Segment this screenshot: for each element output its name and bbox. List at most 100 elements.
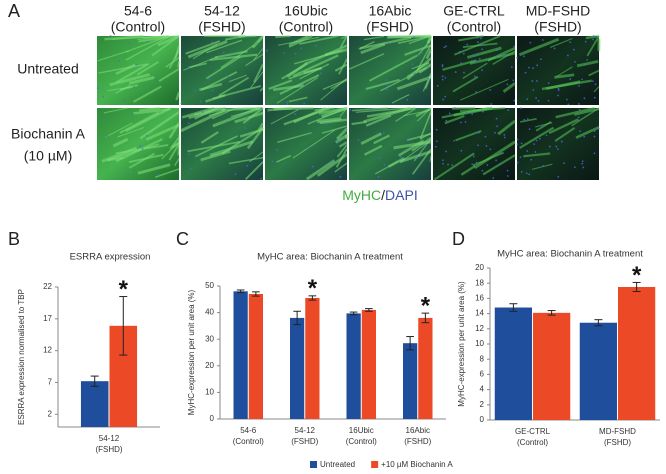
y-axis-label: MyHC-expression per unit area (%) [187, 289, 196, 415]
nucleus [485, 145, 488, 147]
nucleus [495, 159, 498, 162]
myotube [268, 79, 293, 90]
column-header: (Control) [279, 19, 333, 35]
nucleus [492, 177, 495, 179]
nucleus [445, 45, 447, 48]
nucleus [499, 151, 502, 154]
myotube [335, 148, 348, 168]
column-header: 54-12 [204, 3, 240, 19]
nucleus [538, 137, 541, 140]
myotube [177, 61, 180, 68]
myotube [487, 46, 516, 62]
myotube [585, 34, 600, 40]
nucleus [246, 164, 249, 167]
nucleus [303, 102, 306, 105]
myotube [115, 84, 131, 94]
nucleus [208, 78, 211, 81]
nucleus [499, 163, 502, 165]
nucleus [597, 127, 600, 130]
myotube [253, 48, 264, 61]
nucleus [532, 67, 535, 70]
bar [361, 309, 377, 419]
error-bar [293, 310, 301, 326]
column-header: (Control) [111, 19, 165, 35]
nucleus [211, 89, 214, 92]
significance-star: * [308, 275, 318, 302]
nucleus [293, 113, 296, 115]
nucleus [535, 139, 538, 142]
myotube [573, 107, 600, 116]
micrograph [516, 34, 601, 106]
y-tick-label: 30 [205, 334, 214, 343]
myotube [459, 107, 505, 113]
legend-label: Untreated [320, 460, 355, 469]
myotube [286, 62, 308, 78]
nucleus [188, 122, 190, 125]
bar [289, 317, 305, 419]
nucleus [442, 98, 445, 101]
y-tick-label: 22 [43, 282, 52, 291]
myotube [128, 152, 155, 169]
myotube [391, 93, 410, 104]
nucleus [563, 162, 565, 165]
nucleus [369, 108, 372, 111]
myotube [455, 130, 482, 142]
nucleus [516, 143, 519, 146]
nucleus [132, 113, 135, 116]
nucleus [102, 95, 105, 98]
error-bar [90, 375, 99, 387]
myotube [338, 141, 348, 148]
significance-star: * [119, 276, 129, 303]
nucleus [339, 176, 342, 178]
nucleus [503, 133, 506, 136]
myotube [535, 122, 553, 128]
micrograph-bg [97, 108, 179, 180]
nucleus [577, 103, 580, 105]
myotube [518, 37, 560, 57]
y-tick-label: 10 [475, 339, 484, 348]
nucleus [592, 38, 594, 41]
nucleus [522, 55, 525, 58]
nucleus [460, 62, 463, 65]
nucleus [464, 121, 467, 123]
micrograph [97, 106, 181, 180]
myotube [588, 69, 600, 77]
nucleus [460, 149, 463, 152]
nucleus [477, 131, 480, 134]
nucleus [479, 44, 482, 46]
nucleus [435, 140, 438, 143]
nucleus [593, 152, 596, 155]
myotube [502, 82, 516, 93]
x-tick-label: GE-CTRL [515, 427, 551, 436]
nucleus [163, 160, 166, 163]
myotube [209, 53, 258, 62]
myotube [214, 50, 248, 59]
myotube [360, 132, 382, 145]
error-bar [594, 319, 603, 327]
row-label: Biochanin A [11, 126, 86, 142]
legend-label: +10 µM Biochanin A [381, 460, 453, 469]
myotube [351, 120, 367, 126]
stain-dapi: DAPI [385, 187, 418, 203]
nucleus [547, 99, 550, 102]
nucleus [547, 82, 550, 85]
myotube [452, 75, 479, 93]
row-label: Untreated [17, 61, 78, 77]
nucleus [413, 72, 416, 75]
nucleus [495, 55, 498, 58]
myotube [175, 91, 181, 101]
nucleus [470, 60, 473, 63]
myotube [275, 35, 291, 39]
nucleus [413, 36, 415, 38]
y-tick-label: 0 [480, 415, 485, 424]
myotube [404, 44, 432, 56]
nucleus [489, 89, 491, 91]
nucleus [349, 109, 352, 112]
nucleus [300, 47, 303, 50]
micrograph [96, 34, 181, 105]
error-bar [547, 310, 556, 316]
myotube [398, 139, 425, 157]
myotube [304, 44, 348, 66]
stain-sep: / [381, 187, 385, 203]
myotube [283, 106, 331, 126]
